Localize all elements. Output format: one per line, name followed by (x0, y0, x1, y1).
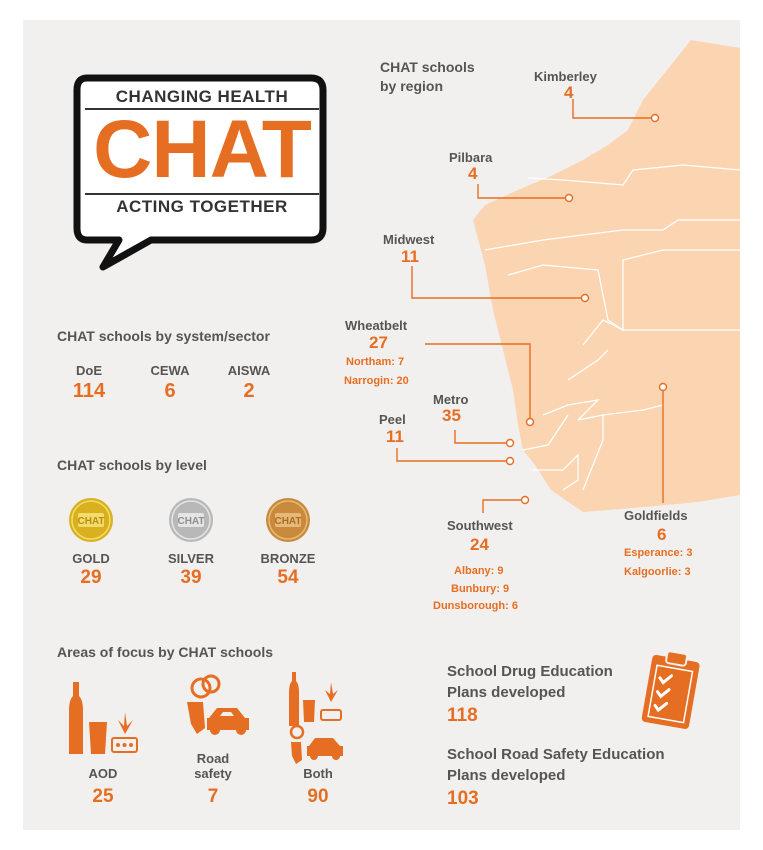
alcohol-drugs-icon (69, 682, 138, 754)
level-silver-label: SILVER (168, 551, 214, 566)
southwest-detail-bunbury: Bunbury: 9 (451, 583, 510, 595)
drug-plans-line2: Plans developed (447, 684, 566, 701)
wheatbelt-dot (525, 417, 535, 427)
sector-aiswa-value: 2 (243, 380, 255, 402)
region-title-line2: by region (380, 78, 444, 94)
car-keys-icon (187, 674, 249, 735)
sector-cewa-label: CEWA (150, 363, 190, 378)
level-silver-value: 39 (180, 567, 202, 588)
logo-bottom-text: ACTING TOGETHER (116, 197, 288, 216)
goldfields-name: Goldfields (624, 508, 688, 523)
sector-doe-value: 114 (72, 380, 106, 402)
peel-count: 11 (386, 427, 404, 446)
southwest-count: 24 (470, 535, 489, 554)
focus-title: Areas of focus by CHAT schools (57, 644, 274, 660)
drug-plans-value: 118 (447, 705, 478, 726)
focus-road-label-line1: Road (196, 751, 230, 766)
metro-name: Metro (433, 392, 469, 407)
level-bronze-label: BRONZE (260, 551, 316, 566)
bronze-medal-icon: CHAT (266, 498, 310, 542)
southwest-detail-albany: Albany: 9 (454, 565, 504, 577)
sector-cewa-value: 6 (164, 380, 176, 402)
drug-plans-heading: School Drug Education Plans developed (447, 661, 613, 703)
midwest-count: 11 (401, 247, 419, 266)
metro-dot (505, 438, 515, 448)
level-title: CHAT schools by level (57, 457, 207, 473)
logo-main-text: CHAT (93, 104, 312, 195)
kimberley-dot (650, 113, 660, 123)
wa-region-map (396, 40, 740, 513)
silver-medal-text: CHAT (177, 516, 204, 527)
pilbara-dot (564, 193, 574, 203)
focus-both-value: 90 (307, 786, 329, 807)
goldfields-count: 6 (657, 525, 667, 544)
peel-dot (505, 456, 515, 466)
focus-aod-label: AOD (88, 766, 118, 781)
road-plans-line2: Plans developed (447, 767, 566, 784)
focus-road-label-line2: safety (194, 766, 232, 781)
logo-bottom-rule (85, 193, 319, 195)
wheatbelt-count: 27 (369, 333, 388, 352)
speech-bubble-icon (73, 74, 327, 271)
kimberley-count: 4 (564, 83, 574, 102)
drug-plans-line1: School Drug Education (447, 663, 613, 680)
focus-both-label: Both (303, 766, 333, 781)
logo-top-text: CHANGING HEALTH (115, 87, 289, 106)
level-bronze-value: 54 (277, 567, 299, 588)
goldfields-dot (658, 382, 668, 392)
region-title: CHAT schools by region (380, 58, 475, 96)
wheatbelt-detail-northam: Northam: 7 (346, 356, 405, 368)
southwest-name: Southwest (447, 518, 513, 533)
wheatbelt-name: Wheatbelt (345, 318, 408, 333)
goldfields-detail-esperance: Esperance: 3 (624, 547, 693, 559)
focus-road-value: 7 (207, 786, 219, 807)
level-gold-value: 29 (80, 567, 102, 588)
sector-doe-label: DoE (76, 363, 102, 378)
clipboard-checklist-icon (641, 650, 700, 729)
infographic-panel: CHAT schools by region Kimberley 4 Pilba… (23, 20, 740, 830)
focus-road-label: Road safety (183, 751, 243, 781)
midwest-dot (580, 293, 590, 303)
pilbara-name: Pilbara (449, 150, 493, 165)
midwest-name: Midwest (383, 232, 435, 247)
bronze-medal-text: CHAT (274, 516, 301, 527)
pilbara-count: 4 (468, 164, 478, 183)
alcohol-drugs-car-icon (289, 672, 343, 764)
goldfields-detail-kalgoorlie: Kalgoorlie: 3 (624, 566, 691, 578)
wheatbelt-detail-narrogin: Narrogin: 20 (344, 375, 409, 387)
peel-name: Peel (379, 412, 406, 427)
southwest-dot (520, 495, 530, 505)
metro-count: 35 (442, 406, 461, 425)
gold-medal-icon: CHAT (69, 498, 113, 542)
southwest-detail-dunsborough: Dunsborough: 6 (433, 600, 518, 612)
silver-medal-icon: CHAT (169, 498, 213, 542)
road-plans-value: 103 (447, 788, 479, 809)
logo-top-rule (85, 108, 319, 110)
gold-medal-text: CHAT (77, 516, 104, 527)
kimberley-name: Kimberley (534, 69, 597, 84)
focus-aod-value: 25 (92, 786, 114, 807)
region-title-line1: CHAT schools (380, 59, 475, 75)
level-gold-label: GOLD (72, 551, 110, 566)
road-plans-heading: School Road Safety Education Plans devel… (447, 744, 665, 786)
chat-logo (73, 74, 327, 271)
sector-title: CHAT schools by system/sector (57, 328, 270, 344)
road-plans-line1: School Road Safety Education (447, 746, 665, 763)
sector-aiswa-label: AISWA (227, 363, 271, 378)
